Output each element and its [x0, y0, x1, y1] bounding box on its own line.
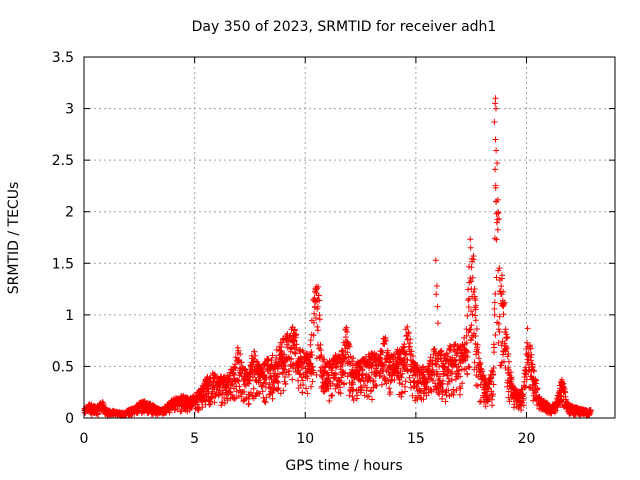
chart-title: Day 350 of 2023, SRMTID for receiver adh…	[192, 19, 497, 35]
x-axis-label: GPS time / hours	[285, 458, 402, 474]
x-tick-label: 0	[80, 431, 89, 447]
x-tick-label: 20	[518, 431, 536, 447]
x-tick-label: 5	[190, 431, 199, 447]
x-tick-labels: 0 5 10 15 20	[80, 431, 536, 447]
y-tick-label: 0.5	[52, 359, 74, 375]
plot-frame	[83, 56, 616, 419]
x-tick-label: 10	[296, 431, 314, 447]
x-tick-label: 15	[407, 431, 425, 447]
y-tick-label: 3	[65, 102, 74, 118]
y-tick-label: 2	[65, 205, 74, 221]
y-tick-label: 0	[65, 411, 74, 427]
y-tick-labels: 0 0.5 1 1.5 2 2.5 3 3.5	[52, 50, 74, 427]
y-tick-label: 2.5	[52, 153, 74, 169]
y-tick-label: 3.5	[52, 50, 74, 66]
axis-ticks	[83, 56, 615, 419]
y-tick-label: 1	[65, 308, 74, 324]
y-axis-label: SRMTID / TECUs	[6, 182, 22, 295]
y-tick-label: 1.5	[52, 256, 74, 272]
grid-lines	[84, 57, 615, 418]
